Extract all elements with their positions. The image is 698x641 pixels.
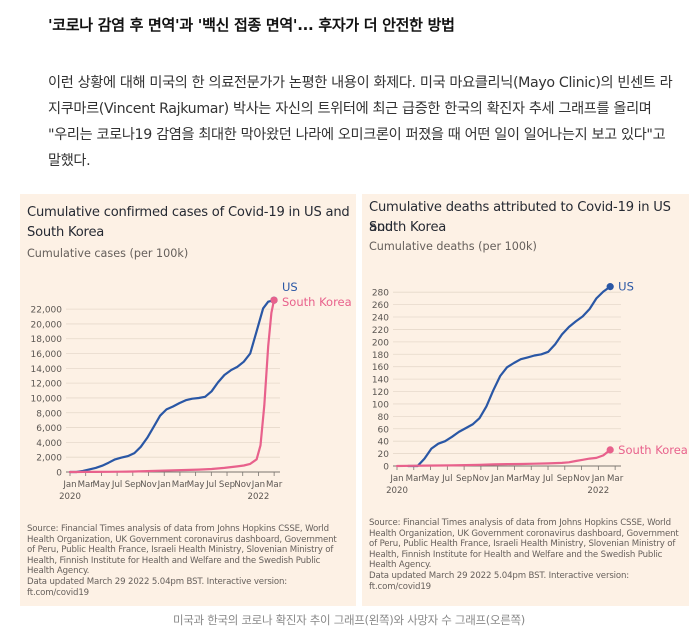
source-line: Health Agency. [369,560,432,571]
y-tick-label: 160 [372,363,389,373]
source-line: Health Organization, UK Government coron… [369,528,679,539]
y-tick-label: 260 [372,301,389,311]
x-tick-label: May [187,480,205,490]
y-tick-label: 16,000 [31,350,63,360]
x-tick-label: Mar [506,474,523,484]
x-tick-label: Nov [234,480,251,490]
y-tick-label: 180 [372,351,389,361]
series-label-us: US [282,280,298,294]
deaths-chart: 0 20 40 60 80 100 120 140 160 180 200 220 240 260 280 J… [372,280,688,496]
series-label-us: US [618,280,634,294]
x-tick-label: Jan [389,474,403,484]
x-tick-label: Jul [542,474,553,484]
y-tick-label: 10,000 [31,394,63,404]
x-tick-label: Sep [456,474,472,484]
source-line: Health, Finnish Institute for Health and… [27,555,321,566]
series-endpoint-us [606,283,614,291]
figure-caption: 미국과 한국의 코로나 확진자 추이 그래프(왼쪽)와 사망자 수 그래프(오른… [173,613,525,627]
x-tick-label: Jan [62,480,76,490]
x-tick-label: Nov [473,474,490,484]
series-line-us [406,285,612,468]
x-tick-label: Mar [406,474,423,484]
x-year-label: 2020 [386,486,408,496]
x-tick-label: Sep [125,480,141,490]
source-line: Health Agency. [27,566,90,577]
x-tick-label: Jan [591,474,605,484]
series-endpoint-south-korea [270,296,278,304]
source-line: Health, Finnish Institute for Health and… [369,549,663,560]
x-tick-label: Sep [219,480,235,490]
cases-chart: 0 2,000 4,000 6,000 8,000 10,000 12,000 14,000 1… [31,280,352,502]
y-tick-label: 280 [372,289,389,299]
x-year-label: 2022 [247,492,269,502]
series-label-south-korea: South Korea [618,443,688,457]
y-tick-label: 240 [372,314,389,324]
source-line: ft.com/covid19 [27,587,89,598]
y-tick-label: 14,000 [31,365,63,375]
x-tick-label: Jul [111,480,122,490]
x-tick-label: Nov [573,474,590,484]
source-line: Health Organization, UK Government coron… [27,534,337,545]
x-year-label: 2020 [59,492,81,502]
y-tick-label: 120 [372,388,389,398]
cases-chart-panel: Cumulative confirmed cases of Covid-19 i… [20,194,356,606]
x-tick-label: Jan [157,480,171,490]
x-tick-label: Jan [251,480,265,490]
y-tick-label: 2,000 [36,454,62,464]
series-line-us [68,299,276,474]
y-tick-label: 0 [56,469,62,479]
y-tick-label: 100 [372,400,389,410]
x-tick-label: Mar [607,474,624,484]
y-tick-label: 60 [378,425,390,435]
source-line: of Peru, Public Health France, Israeli H… [27,545,334,556]
x-tick-label: May [422,474,440,484]
y-tick-label: 22,000 [31,306,63,316]
deaths-chart-title-line2: South Korea [369,220,447,235]
x-tick-label: Sep [557,474,573,484]
y-tick-label: 220 [372,326,389,336]
source-line: Data updated March 29 2022 5.04pm BST. I… [369,571,630,581]
series-line-south-korea [68,299,276,474]
x-year-label: 2022 [587,486,609,496]
y-tick-label: 80 [378,413,390,423]
y-tick-label: 20,000 [31,320,63,330]
x-tick-label: May [93,480,111,490]
deaths-chart-panel: Cumulative deaths attributed to Covid-19… [362,194,689,606]
cases-chart-subtitle: Cumulative cases (per 100k) [27,247,189,260]
x-tick-label: Jan [490,474,504,484]
x-tick-label: Nov [140,480,157,490]
source-line: ft.com/covid19 [369,581,431,592]
y-tick-label: 18,000 [31,335,63,345]
y-tick-label: 140 [372,376,389,386]
source-line: Source: Financial Times analysis of data… [369,518,671,528]
deaths-chart-subtitle: Cumulative deaths (per 100k) [369,240,537,253]
source-line: Source: Financial Times analysis of data… [27,524,329,534]
x-tick-label: Jul [205,480,216,490]
y-tick-label: 20 [378,450,390,460]
y-tick-label: 4,000 [36,439,62,449]
source-line: of Peru, Public Health France, Israeli H… [369,539,676,550]
x-tick-label: Jul [441,474,452,484]
y-tick-label: 40 [378,438,390,448]
deaths-chart-title-line1: Cumulative deaths attributed to Covid-19… [369,200,671,235]
y-tick-label: 200 [372,338,389,348]
series-endpoint-south-korea [606,446,614,454]
x-tick-label: Mar [266,480,283,490]
article-paragraph: 이런 상황에 대해 미국의 한 의료전문가가 논평한 내용이 화제다. 미국 마… [48,75,673,169]
source-line: Data updated March 29 2022 5.04pm BST. I… [27,577,288,587]
series-label-south-korea: South Korea [282,295,352,309]
cases-chart-title-line1: Cumulative confirmed cases of Covid-19 i… [27,205,350,220]
y-tick-label: 0 [383,463,389,473]
x-tick-label: Mar [78,480,95,490]
cases-chart-title-line2: South Korea [27,225,105,240]
x-tick-label: Mar [172,480,189,490]
x-tick-label: May [522,474,540,484]
y-tick-label: 8,000 [36,409,62,419]
y-tick-label: 6,000 [36,424,62,434]
y-tick-label: 12,000 [31,380,63,390]
article-headline: '코로나 감염 후 면역'과 '백신 접종 면역'... 후자가 더 안전한 방… [48,16,455,34]
series-line-south-korea [395,448,612,468]
